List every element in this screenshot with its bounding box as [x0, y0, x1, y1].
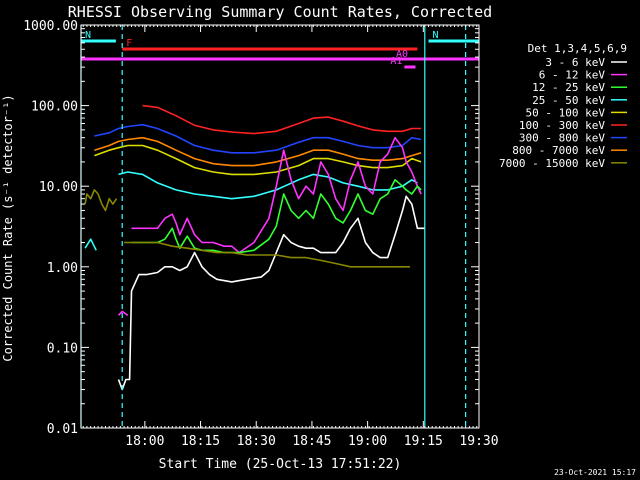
legend-label-7: 800 - 7000 keV: [512, 144, 605, 157]
plot-frame: [80, 24, 480, 429]
attenuator-label-3: A0: [396, 49, 408, 60]
legend-label-0: 3 - 6 keV: [545, 56, 605, 69]
x-tick-label-1: 18:15: [181, 434, 220, 449]
attenuator-label-2: F: [126, 38, 132, 49]
series-line-4-1: [118, 171, 418, 200]
series-line-2-0: [94, 136, 422, 167]
series-line-4-0: [84, 238, 97, 251]
x-axis-label: Start Time (25-Oct-13 17:51:22): [159, 457, 402, 472]
y-tick-label-0: 1000.00: [23, 19, 78, 34]
series-line-8-0: [84, 189, 118, 212]
legend-label-2: 12 - 25 keV: [532, 81, 605, 94]
footer-timestamp: 23-Oct-2021 15:17: [554, 468, 636, 477]
legend-label-8: 7000 - 15000 keV: [499, 157, 605, 170]
y-tick-label-2: 10.00: [39, 180, 78, 195]
x-tick-label-4: 19:00: [348, 434, 387, 449]
y-tick-label-3: 1.00: [47, 261, 78, 276]
y-tick-label-1: 100.00: [31, 100, 78, 115]
x-tick-label-5: 19:15: [404, 434, 443, 449]
series-line-0-0: [142, 104, 422, 135]
series-line-8-1: [124, 241, 410, 268]
vertical-lines-layer: [80, 25, 467, 428]
series-line-5-1: [131, 136, 422, 254]
axes-layer: 18:00 18:15 18:30 18:45 19:00 19:15 19:30 1000.…: [23, 19, 498, 449]
series-line-6-0: [131, 179, 422, 254]
legend-title: Det 1,3,4,5,6,9: [528, 42, 627, 55]
legend-label-3: 25 - 50 keV: [532, 94, 605, 107]
legend-label-1: 6 - 12 keV: [539, 69, 606, 82]
legend-label-6: 300 - 800 keV: [519, 132, 605, 145]
series-line-5-0: [117, 310, 129, 316]
y-tick-label-5: 0.01: [47, 422, 78, 437]
attenuator-label-4: A1: [390, 56, 402, 67]
attenuator-label-1: N: [433, 30, 439, 41]
attenuator-label-0: N: [85, 30, 91, 41]
x-tick-label-3: 18:45: [292, 434, 331, 449]
x-tick-label-2: 18:30: [237, 434, 276, 449]
series-line-7-0: [117, 195, 425, 391]
x-tick-label-6: 19:30: [459, 434, 498, 449]
series-line-1-0: [94, 123, 422, 154]
legend-label-5: 100 - 300 keV: [519, 119, 605, 132]
series-layer: [84, 104, 425, 391]
x-tick-label-0: 18:00: [125, 434, 164, 449]
y-tick-label-4: 0.10: [47, 341, 78, 356]
series-line-3-0: [94, 144, 422, 176]
legend-label-4: 50 - 100 keV: [526, 106, 606, 119]
y-axis-label: Corrected Count Rate (s⁻¹ detector⁻¹): [1, 94, 15, 361]
chart-title: RHESSI Observing Summary Count Rates, Co…: [68, 3, 492, 21]
